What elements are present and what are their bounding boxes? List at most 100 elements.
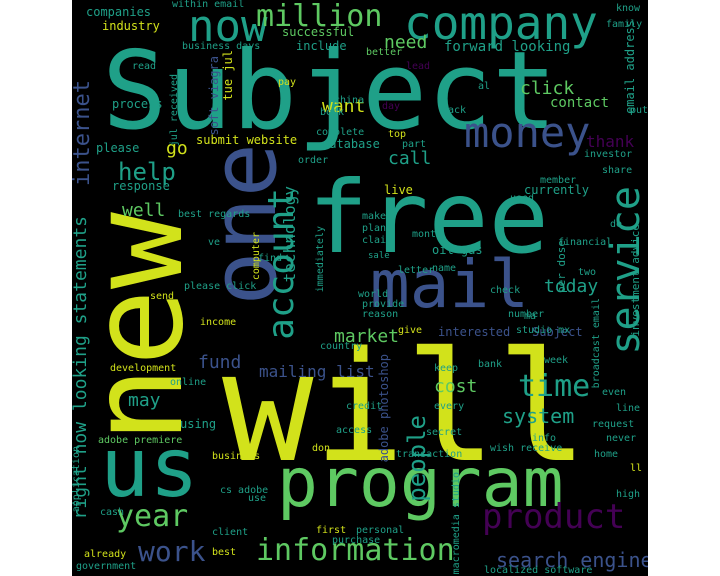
word-country: country (320, 341, 363, 352)
word-need: need (384, 32, 428, 53)
word-time: time (518, 369, 591, 404)
word-oil-gas: oil gas (432, 243, 483, 257)
word-free: free (308, 159, 549, 276)
word-better: better (366, 47, 403, 58)
word-successful: successful (282, 25, 355, 39)
word-pay: pay (278, 77, 297, 88)
word-cloud: Subject will new free one us program mail compan… (72, 0, 648, 576)
word-soft-viagra: soft viagra (207, 56, 221, 136)
word-click: click (520, 78, 575, 99)
word-ll: ll (630, 463, 643, 474)
word-include: include (296, 39, 347, 53)
word-within-email: within email (172, 0, 245, 10)
word-localized-software: localized software (484, 565, 593, 576)
word-will: will (222, 319, 589, 496)
word-used: used (510, 193, 535, 204)
word-keep: keep (434, 363, 459, 374)
word-read: read (132, 61, 157, 72)
word-week: week (544, 355, 569, 366)
word-find: find (258, 253, 283, 264)
word-send: send (150, 291, 175, 302)
word-cs-adobe: cs adobe (220, 485, 269, 496)
word-order: order (298, 155, 329, 166)
word-please-click: please click (184, 281, 257, 292)
word-studio-mx: studio mx (516, 325, 571, 336)
word-china: china (334, 95, 365, 106)
word-jul-received: jul received (169, 74, 180, 147)
word-work: work (138, 535, 206, 568)
word-purchase: purchase (332, 535, 381, 546)
word-claim: claim (362, 235, 393, 246)
word-use: use (248, 493, 267, 504)
word-home: home (594, 449, 619, 460)
word-day: day (382, 101, 401, 112)
word-line: line (616, 403, 641, 414)
word-name: name (432, 263, 457, 274)
word-lead: lead (406, 61, 431, 72)
word-per-dose: per dose (555, 240, 568, 293)
word-tue-jul: tue jul (221, 50, 235, 101)
word-cost: cost (434, 376, 478, 397)
word-income: income (200, 317, 237, 328)
word-know: know (616, 3, 641, 14)
word-give: give (398, 325, 423, 336)
word-plan: plan (362, 223, 387, 234)
word-business-days: business days (182, 41, 261, 52)
word-database: database (322, 137, 380, 151)
word-forward-looking: forward looking (444, 39, 571, 55)
word-product: product (482, 497, 626, 537)
word-subject-main: Subject (102, 29, 558, 154)
word-million: million (256, 0, 383, 34)
word-top: top (388, 129, 407, 140)
word-best-regards: best regards (178, 209, 251, 220)
word-government: government (76, 561, 137, 572)
word-first: first (316, 525, 347, 536)
word-company: company (404, 0, 598, 50)
word-subject-small: Subject (532, 325, 583, 339)
word-online: online (170, 377, 207, 388)
word-process: process (112, 97, 163, 111)
word-back: back (442, 105, 467, 116)
word-two: two (578, 267, 597, 278)
word-application: application (72, 446, 82, 513)
word-book: book (320, 107, 345, 118)
word-access: access (336, 425, 373, 436)
word-check: check (490, 285, 521, 296)
word-even: even (602, 387, 627, 398)
word-month: month (412, 229, 443, 240)
word-want: want (322, 96, 366, 117)
word-secret: secret (426, 427, 463, 438)
word-system: system (502, 404, 575, 428)
word-make: make (362, 211, 387, 222)
word-market: market (334, 326, 400, 347)
word-investor: investor (584, 149, 633, 160)
word-wish-receive: wish receive (490, 443, 563, 454)
word-credit: credit (346, 401, 383, 412)
word-thank: thank (586, 132, 635, 151)
word-best: best (212, 547, 237, 558)
word-don: don (312, 443, 331, 454)
word-provide: provide (362, 299, 405, 310)
word-currently: currently (524, 183, 590, 197)
word-information: information (256, 533, 455, 568)
word-development: development (110, 363, 177, 374)
word-transaction: transaction (396, 449, 463, 460)
word-go: go (166, 138, 188, 159)
word-already: already (84, 549, 127, 560)
word-program: program (277, 444, 564, 523)
word-companies: companies (86, 5, 152, 19)
word-client: client (212, 527, 249, 538)
word-help: help (118, 158, 176, 186)
word-every: every (434, 401, 465, 412)
word-al: al (478, 81, 491, 92)
word-industry: industry (102, 19, 160, 33)
word-complete: complete (316, 127, 365, 138)
word-financial: financial (558, 237, 613, 248)
word-share: share (602, 165, 633, 176)
word-please: please (96, 141, 140, 155)
word-mail: mail (370, 246, 529, 323)
word-mailing-list: mailing list (259, 362, 375, 381)
word-put: put (630, 105, 648, 116)
word-now: now (188, 1, 268, 52)
